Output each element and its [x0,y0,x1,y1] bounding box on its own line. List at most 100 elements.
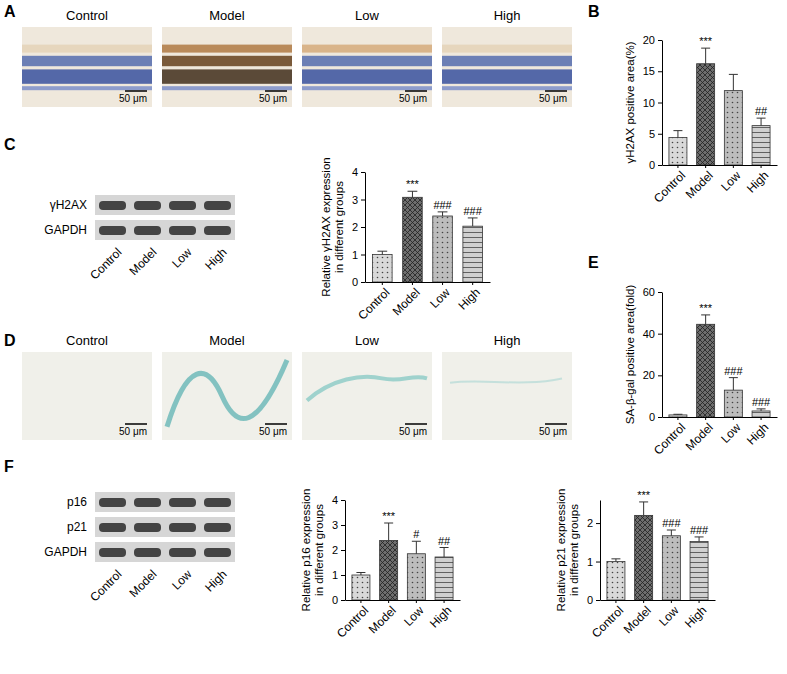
error-bar [695,537,704,542]
figure: ABCDEFControl50 μmModel50 μmLow50 μmHigh… [0,0,787,674]
image-layer [162,56,292,66]
blot-band [169,226,196,235]
image-layer [22,45,152,53]
image-layer [302,45,432,53]
scale-bar-label: 50 μm [399,93,427,104]
tick-mark [733,417,734,420]
tick-label: Model [683,420,716,453]
y-tick: 0 [649,411,662,423]
y-tick: 1 [587,556,600,568]
blot-lane-label: Model [127,567,160,600]
scale-bar [125,90,147,92]
image-layer [442,69,572,83]
blot-strip [95,542,235,562]
significance-label: ### [690,524,709,536]
image-layer [22,86,152,90]
y-tick: 4 [352,166,365,178]
micrograph: 50 μm [442,352,572,440]
axis-line [366,282,491,283]
stain [450,378,562,382]
axis-line [662,293,663,418]
scale-bar-label: 50 μm [259,93,287,104]
tick-mark [361,172,365,173]
blot-lane-label: High [202,567,229,594]
panel-letter: D [4,332,16,349]
plot-area [352,523,453,600]
x-tick: High [744,417,771,448]
micrograph: 50 μm [162,27,292,107]
tick-label: 2 [332,544,338,556]
blot-lane-label: Control [87,567,124,604]
tick-label: 20 [643,34,655,46]
image-layer [302,56,432,66]
error-bar [384,523,393,541]
image-layer [162,45,292,53]
image-layer [162,69,292,83]
tick-mark [388,600,389,603]
tick-mark [658,134,662,135]
bar [635,515,653,600]
tick-label: 0 [649,411,655,423]
stain [307,377,427,401]
tick-mark [472,282,473,285]
significance-label: ### [433,199,452,211]
x-tick: Model [683,165,716,201]
panel-letter: C [4,136,16,153]
image-label: Control [66,8,108,23]
axis-title: γH2AX positive area(%) [624,41,636,163]
y-tick: 0 [332,594,345,606]
tick-label: 10 [643,97,655,109]
significance-label: ### [724,365,743,377]
blot-strip [95,220,235,240]
x-tick: High [456,282,483,313]
error-bar [356,573,365,576]
error-bar [673,131,682,138]
x-tick: Control [355,282,392,323]
y-tick: 2 [332,544,345,556]
tick-mark [596,523,600,524]
tick-label: 1 [352,249,358,261]
y-tick: 0 [649,159,662,171]
significance-label: ### [662,517,681,529]
tick-mark [596,562,600,563]
stain [167,360,287,427]
bar [690,542,708,600]
x-tick: Model [390,282,423,318]
image-background [302,352,432,440]
significance-label: ### [464,205,483,217]
x-axis: ControlModelLowHigh [355,282,490,323]
tick-mark [615,600,616,603]
tick-label: 4 [332,494,338,506]
scale-bar [125,423,147,425]
y-tick: 10 [643,97,662,109]
tick-mark [341,525,345,526]
x-tick: High [682,600,709,631]
bar [407,554,425,600]
x-axis: ControlModelLowHigh [651,417,778,458]
tick-mark [341,575,345,576]
scale-bar [265,90,287,92]
axis-title: Relative p21 expressionin different grou… [555,489,580,612]
scale-bar [265,423,287,425]
x-tick: High [744,165,771,196]
tick-mark [761,165,762,168]
significance-label: *** [699,302,713,314]
y-axis: 0204060 [643,286,663,423]
blot-lane-label: High [202,245,229,272]
tick-label: Control [355,285,392,322]
tick-label: High [744,168,771,195]
blot-band [204,498,231,507]
tick-label: High [427,603,454,630]
y-axis: 012 [587,501,601,607]
tick-label: 0 [587,594,593,606]
blot-band [134,498,161,507]
tick-label: Model [366,603,399,636]
tick-mark [361,255,365,256]
panel-letter: F [4,458,14,475]
micrograph: 50 μm [442,27,572,107]
bar [669,415,687,417]
tick-label: Control [589,603,626,640]
bar [403,197,423,282]
error-bar [701,315,710,324]
blot-strip [95,492,235,512]
